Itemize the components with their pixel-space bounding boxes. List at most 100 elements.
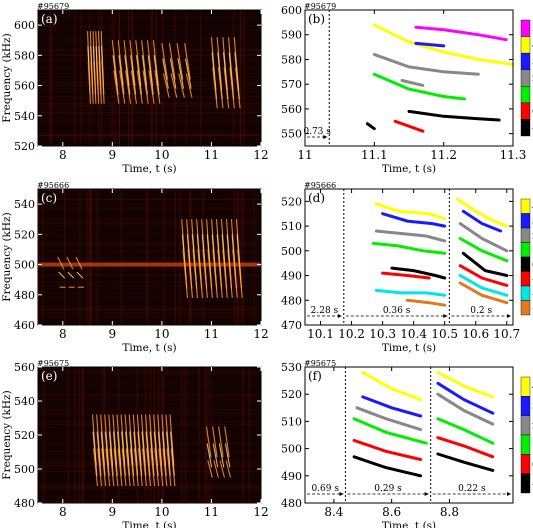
chirp-mark: [157, 431, 163, 476]
gap-arrowhead: [339, 492, 344, 496]
y-tick-label: 520: [281, 195, 302, 208]
chirp-mark: [224, 443, 231, 468]
panel-letter: (b): [308, 12, 325, 26]
mode-trace-n4: [455, 197, 509, 228]
chirp-mark: [224, 426, 230, 458]
colorbar-swatch: [520, 86, 531, 104]
colorbar-swatch: [520, 300, 531, 316]
x-tick-label: 10: [154, 327, 169, 341]
colorbar-swatch: [520, 242, 531, 258]
axes-frame: [304, 188, 514, 326]
y-tick-label: 460: [14, 319, 35, 332]
chirp-mark: [57, 256, 65, 270]
chirp-mark: [162, 448, 168, 487]
gap-label: 0.22 s: [458, 484, 486, 494]
chirp-mark: [184, 58, 192, 89]
x-tick-label: 10: [154, 148, 169, 162]
x-tick-label: 10.3: [369, 327, 396, 341]
chirp-mark: [187, 249, 194, 298]
chirp-mark: [147, 55, 154, 95]
gap-label: 0.69 s: [311, 484, 339, 494]
x-tick-label: 11: [204, 148, 219, 162]
chirp-mark: [206, 443, 213, 468]
panel-a: 8 9 10 11 12 520 540 560 580 600 Time, t (s) Freque…: [1, 2, 269, 175]
mode-trace-n-1: [407, 109, 501, 122]
colorbar-swatch: [520, 454, 531, 474]
chirp-mark: [170, 431, 175, 476]
x-tick-label: 10.1: [307, 327, 334, 341]
chirp-mark: [213, 460, 219, 478]
chirp-mark: [232, 249, 238, 298]
y-tick-label: 480: [14, 289, 35, 302]
x-tick-label: 8: [59, 327, 67, 341]
chirp-mark: [125, 448, 131, 487]
gap-label: 0.29 s: [374, 484, 402, 494]
chirp-mark: [229, 67, 235, 109]
mode-trace-n4: [374, 202, 447, 221]
y-tick-label: 520: [14, 429, 35, 442]
chirp-mark: [153, 55, 160, 95]
x-tick-label: 11.1: [361, 148, 388, 162]
mode-trace-n1: [372, 72, 466, 101]
shot-number: #95675: [304, 359, 336, 368]
chirp-mark: [146, 448, 152, 487]
panel-b: 0.73 s543210-11111.111.211.3550560570580…: [281, 2, 533, 175]
colorbar-swatch: [520, 256, 531, 272]
chirp-mark: [113, 448, 119, 487]
colorbar-swatch: [520, 19, 531, 37]
chirp-mark: [161, 43, 169, 80]
colorbar-swatch: [520, 69, 531, 87]
chirp-mark: [104, 431, 110, 476]
chirp-mark: [150, 448, 156, 487]
trace-background: [305, 189, 513, 325]
gap-arrowhead: [337, 314, 342, 318]
y-tick-label: 560: [14, 361, 35, 374]
chirp-mark: [125, 70, 132, 104]
mode-trace-n0: [461, 251, 509, 277]
chirp-mark: [163, 73, 170, 98]
chirp-mark: [149, 431, 155, 476]
x-tick-label: 8.6: [382, 505, 401, 519]
chirp-mark: [98, 61, 102, 104]
chirp-mark: [75, 256, 83, 270]
chirp-mark: [113, 70, 120, 104]
mode-trace-n1: [352, 417, 428, 445]
x-tick-label: 11.2: [430, 148, 457, 162]
chirp-mark: [154, 70, 161, 104]
chirp-mark: [212, 249, 218, 298]
colorbar-swatch: [520, 119, 531, 137]
gap-label: 2.28 s: [311, 306, 339, 316]
gap-arrowhead: [443, 314, 448, 318]
y-tick-label: 500: [14, 259, 35, 272]
y-axis-label: Frequency (kHz): [1, 212, 13, 301]
chirp-mark: [205, 426, 212, 458]
chirp-mark: [176, 43, 184, 80]
chirp-mark: [135, 55, 143, 95]
y-tick-label: 530: [281, 361, 302, 374]
x-tick-label: 10.7: [493, 327, 520, 341]
mode-trace-n0: [352, 438, 423, 461]
chirp-mark: [225, 460, 232, 478]
panel-e: 8 9 10 11 12 480 500 520 540 560 Time, t (s) Freque…: [1, 359, 269, 528]
panel-f: 0.69 s0.29 s0.22 s43210-18.48.68.8480490…: [281, 359, 533, 528]
mode-trace-n1: [436, 417, 495, 445]
chirp-mark: [129, 448, 135, 487]
chirp-mark: [223, 67, 230, 109]
panel-c: 8 9 10 11 12 460 480 500 520 540 Time, t (s) Freque…: [1, 181, 269, 354]
chirp-mark: [137, 448, 143, 487]
mode-trace-n2: [374, 229, 447, 243]
y-tick-label: 500: [281, 443, 302, 456]
gap-arrowhead: [424, 492, 429, 496]
chirp-mark: [121, 431, 126, 476]
y-tick-label: 570: [281, 78, 302, 91]
chirp-mark: [165, 431, 171, 476]
chirp-mark: [217, 249, 223, 298]
chirp-mark: [218, 426, 224, 458]
axes-frame: [37, 9, 262, 147]
chirp-mark: [207, 460, 213, 478]
chirp-mark: [197, 249, 203, 298]
chirp-mark: [112, 55, 119, 95]
mode-trace-n4: [361, 370, 423, 402]
panel-letter: (f): [308, 369, 322, 383]
x-axis-label: Time, t (s): [122, 342, 176, 354]
